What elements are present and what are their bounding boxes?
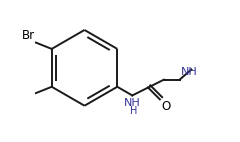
Text: NH: NH [180,67,197,77]
Text: O: O [162,100,171,113]
Text: NH: NH [124,98,141,108]
Text: Br: Br [22,29,35,42]
Text: H: H [131,106,138,116]
